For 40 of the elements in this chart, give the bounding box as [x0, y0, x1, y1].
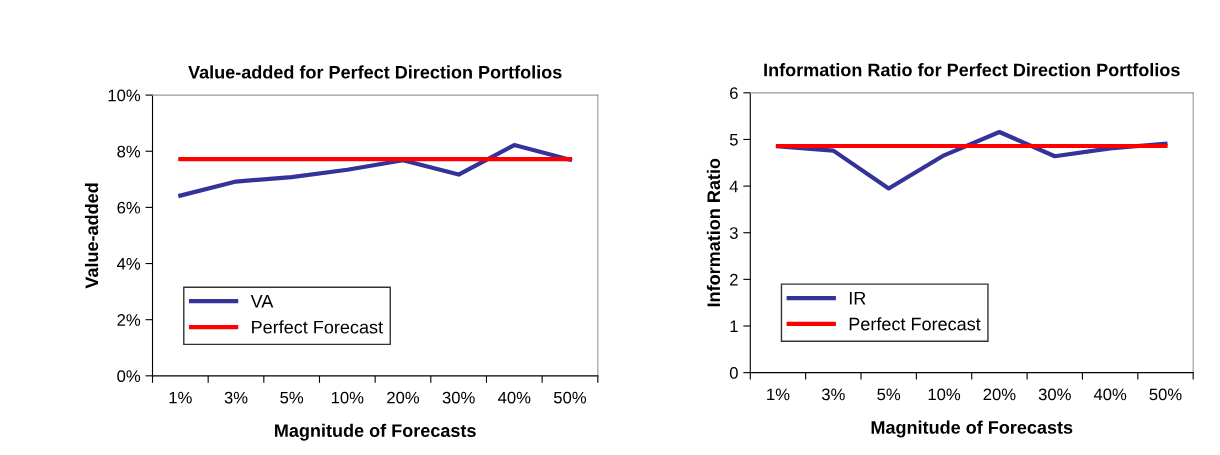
- legend-label: IR: [849, 291, 866, 305]
- x-tick-label: 40%: [498, 391, 531, 404]
- x-axis-title: Magnitude of Forecasts: [275, 423, 476, 441]
- y-axis-title: Information Ratio: [706, 158, 721, 307]
- x-tick-label: 30%: [1038, 388, 1071, 401]
- y-tick-label: 6: [730, 87, 738, 100]
- y-tick-label: 1: [730, 320, 738, 333]
- x-tick-label: 1%: [767, 388, 790, 401]
- y-tick-label: 3: [729, 227, 738, 239]
- x-tick-label: 20%: [387, 391, 420, 404]
- y-tick-label: 0%: [117, 370, 141, 383]
- y-axis-title: Value-added: [84, 183, 99, 289]
- x-tick-label: 5%: [280, 391, 304, 404]
- x-tick-label: 30%: [442, 391, 475, 404]
- x-tick-label: 3%: [224, 391, 248, 404]
- x-tick-label: 20%: [983, 388, 1016, 401]
- x-tick-label: 5%: [877, 388, 901, 401]
- y-tick-label: 4%: [116, 258, 141, 270]
- y-tick-label: 0: [729, 367, 738, 379]
- x-tick-label: 10%: [331, 391, 364, 404]
- y-tick-label: 4: [729, 180, 739, 193]
- chart-title: Information Ratio for Perfect Direction Portfolios: [764, 63, 1180, 77]
- y-tick-label: 10%: [108, 89, 141, 102]
- legend-label: VA: [250, 295, 274, 308]
- y-tick-label: 5: [729, 134, 738, 146]
- line-series: [178, 142, 573, 198]
- x-tick-label: 1%: [169, 391, 192, 404]
- chart-title: Value-added for Perfect Direction Portfolios: [188, 65, 562, 79]
- x-axis-title: Magnitude of Forecasts: [871, 420, 1073, 438]
- legend-label: Perfect Forecast: [849, 317, 981, 331]
- x-tick-label: 50%: [553, 391, 587, 404]
- x-tick-label: 10%: [928, 388, 961, 401]
- x-tick-label: 3%: [821, 388, 845, 401]
- x-tick-label: 40%: [1093, 388, 1127, 401]
- y-tick-label: 8%: [117, 145, 141, 158]
- y-tick-label: 6%: [117, 201, 141, 214]
- y-tick-label: 2: [730, 273, 738, 286]
- x-tick-label: 50%: [1149, 388, 1182, 401]
- y-tick-label: 2%: [117, 314, 141, 326]
- legend-label: Perfect Forecast: [252, 320, 383, 334]
